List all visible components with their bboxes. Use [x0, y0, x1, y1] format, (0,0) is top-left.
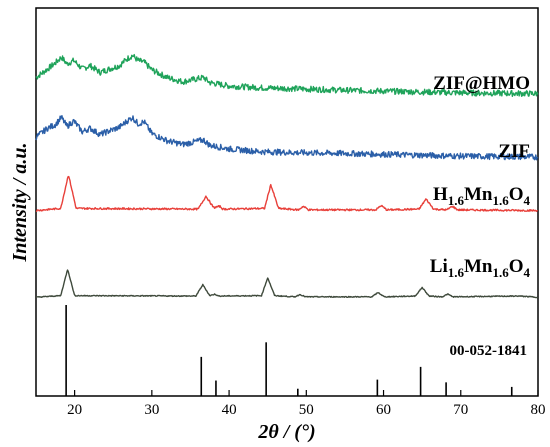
reference-label: 00-052-1841 [450, 343, 528, 359]
reference-pattern [65, 305, 513, 396]
x-tick-label: 70 [453, 402, 468, 418]
plot-frame [35, 7, 539, 397]
series-line-zif [35, 115, 539, 161]
series-label-h-mn-o: H1.6Mn1.6O4 [433, 184, 531, 208]
x-tick-label: 60 [376, 402, 391, 418]
x-tick-label: 30 [144, 402, 159, 418]
x-tick-label: 80 [531, 402, 546, 418]
x-tick-label: 20 [67, 402, 82, 418]
series-layer [35, 53, 539, 299]
x-tick-label: 40 [222, 402, 237, 418]
y-axis-title: Intensity / a.u. [9, 143, 31, 263]
series-label-zif: ZIF [498, 141, 530, 162]
series-label-li-mn-o: Li1.6Mn1.6O4 [430, 256, 531, 280]
series-line-li-mn-o [35, 269, 539, 299]
series-line-h-mn-o [35, 175, 538, 213]
series-line-zif-hmo [35, 53, 539, 97]
x-axis-ticks: 20 30 40 50 60 70 80 [67, 390, 546, 418]
x-axis-title: 2θ / (°) [257, 421, 315, 443]
series-label-zif-hmo: ZIF@HMO [433, 73, 530, 94]
x-tick-label: 50 [299, 402, 314, 418]
